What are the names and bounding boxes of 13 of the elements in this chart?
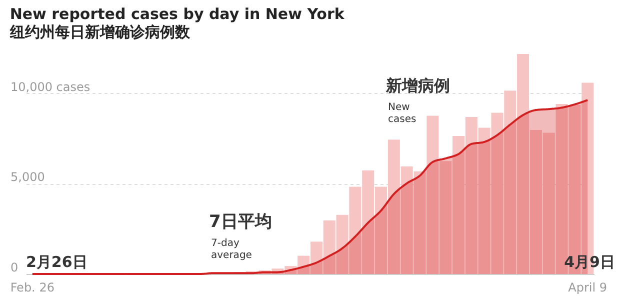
chart-title: New reported cases by day in New York [10, 5, 346, 23]
annotation: 新增病例 [385, 76, 450, 95]
annotation: 7日平均 [209, 212, 272, 232]
x-tick-label: April 9 [568, 280, 608, 294]
annotation: 4月9日 [564, 253, 615, 271]
y-tick-label: 0 [10, 260, 18, 274]
y-tick-label: 5,000 [10, 170, 45, 184]
x-tick-label: Feb. 26 [10, 280, 54, 294]
annotation: New cases [388, 102, 416, 125]
annotation: 7-day average [211, 238, 252, 261]
annotation: 2月26日 [26, 253, 88, 271]
y-tick-label: 10,000 cases [10, 80, 90, 94]
chart-subtitle: 纽约州每日新增确诊病例数 [8, 23, 191, 41]
